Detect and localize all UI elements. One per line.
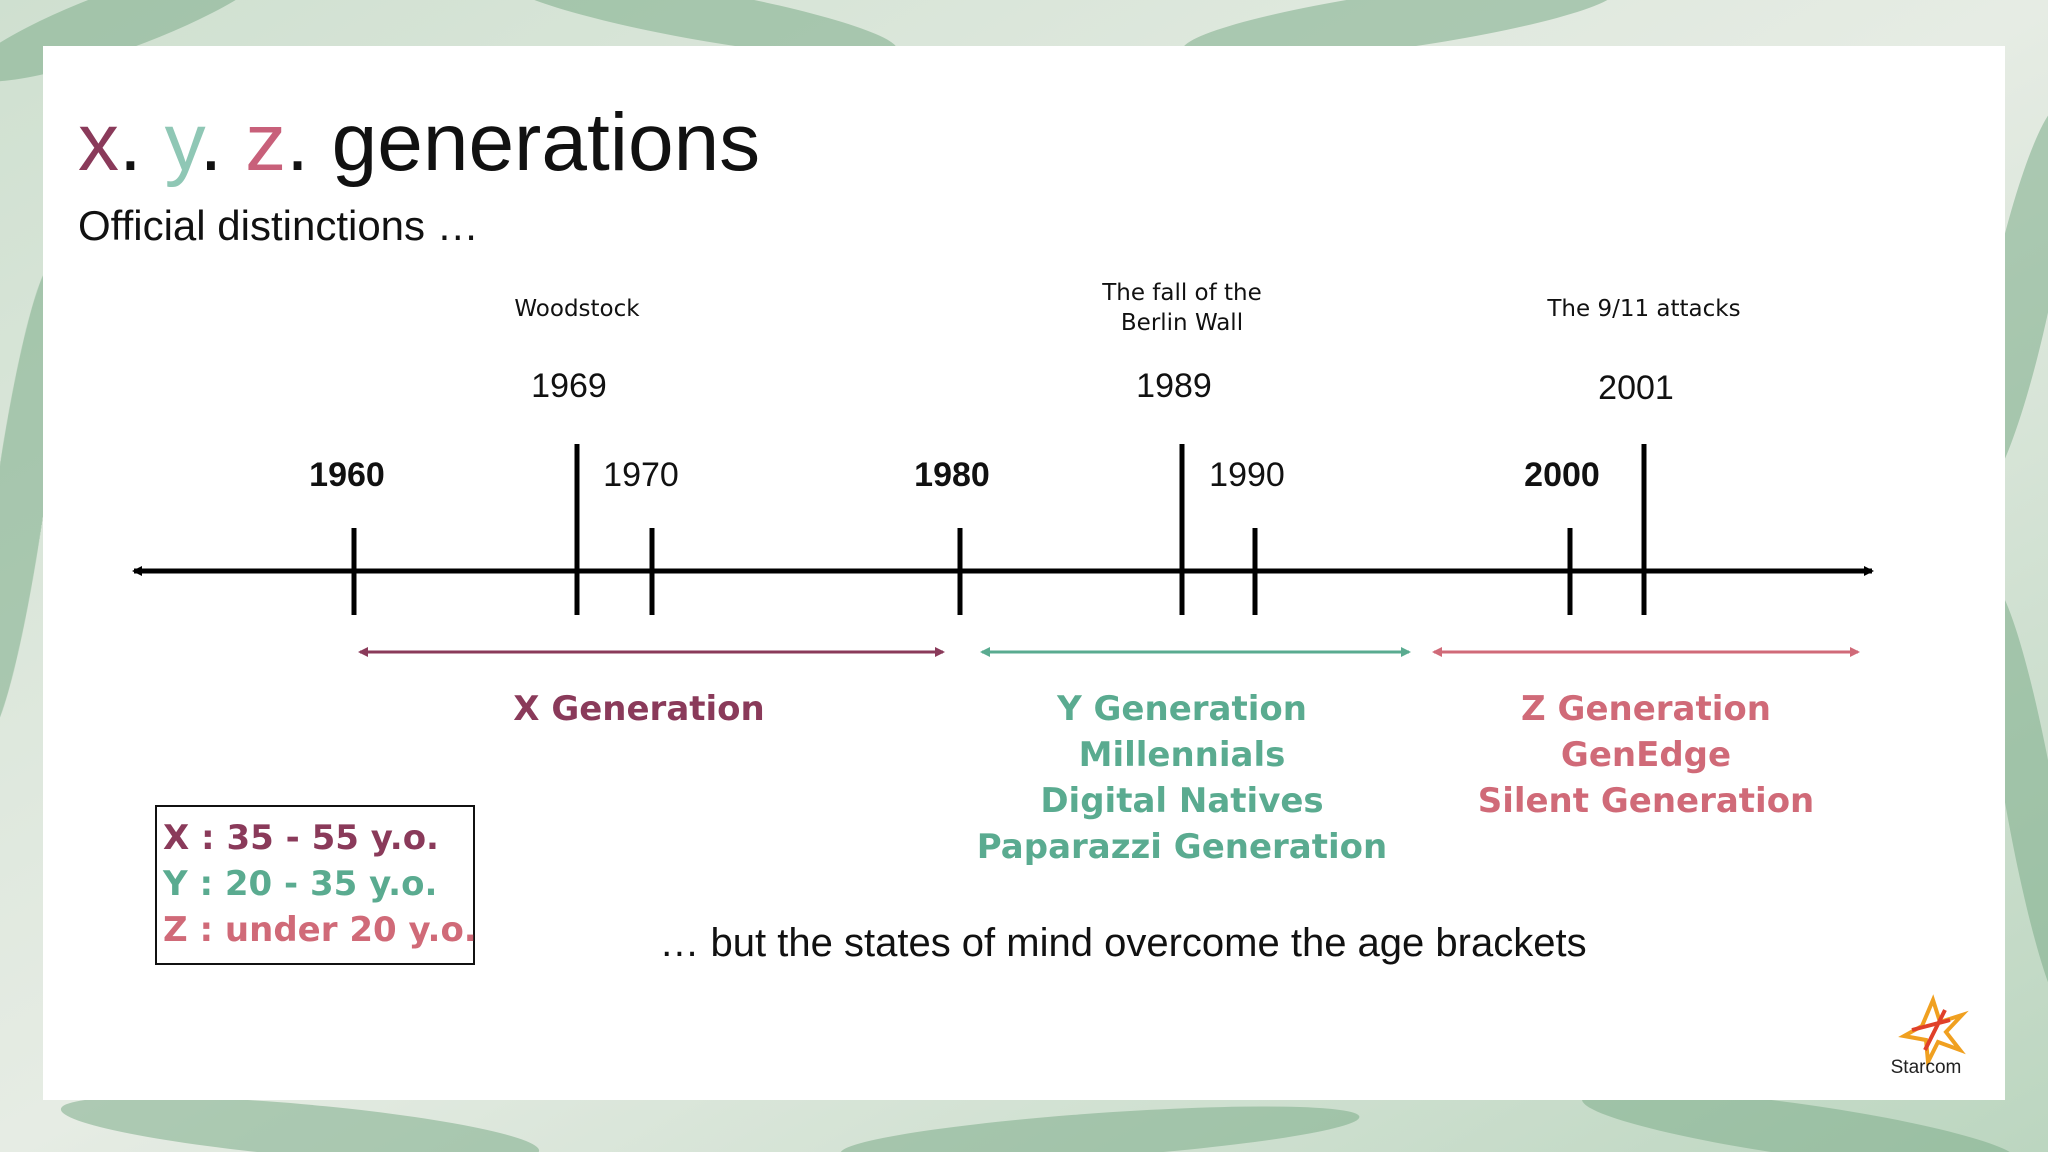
logo-star bbox=[1898, 994, 1969, 1070]
event-year: 1969 bbox=[531, 367, 607, 405]
title-y: y bbox=[165, 97, 206, 188]
generation-name: X Generation bbox=[513, 689, 764, 729]
event-label: The fall of the bbox=[1101, 280, 1262, 306]
subtitle: Official distinctions … bbox=[78, 202, 479, 249]
legend-box bbox=[155, 805, 475, 965]
logo-star-accent bbox=[1911, 1009, 1951, 1051]
decade-label: 1970 bbox=[603, 456, 679, 494]
legend-entry: X : 35 - 55 y.o. bbox=[163, 818, 439, 858]
title-dot: . bbox=[200, 97, 246, 188]
generation-name: Z Generation bbox=[1521, 689, 1771, 729]
event-label: Berlin Wall bbox=[1121, 310, 1243, 336]
event-label: Woodstock bbox=[514, 296, 640, 322]
title-x: x bbox=[78, 97, 119, 188]
logo-text: Starcom bbox=[1891, 1057, 1962, 1078]
generation-name: Millennials bbox=[1079, 735, 1286, 775]
generation-name: GenEdge bbox=[1561, 735, 1731, 775]
generation-name: Y Generation bbox=[1056, 689, 1307, 729]
decade-label: 1990 bbox=[1209, 456, 1285, 494]
title-z: z bbox=[245, 97, 286, 188]
title: x. y. z. generations bbox=[78, 97, 760, 188]
legend-entry: Y : 20 - 35 y.o. bbox=[162, 864, 437, 904]
decade-label: 2000 bbox=[1524, 456, 1600, 494]
footer-note: … but the states of mind overcome the ag… bbox=[659, 921, 1586, 965]
decade-label: 1980 bbox=[914, 456, 990, 494]
event-year: 1989 bbox=[1136, 367, 1212, 405]
decade-label: 1960 bbox=[309, 456, 385, 494]
legend-entry: Z : under 20 y.o. bbox=[163, 910, 477, 950]
timeline: 1960 1970 1980 1990 2000 1969 Woodstock 1989 The… bbox=[309, 280, 1860, 867]
generation-name: Paparazzi Generation bbox=[977, 827, 1387, 867]
event-year: 2001 bbox=[1598, 369, 1674, 407]
legend: X : 35 - 55 y.o. Y : 20 - 35 y.o. Z : unde… bbox=[162, 818, 477, 950]
event-label: The 9/11 attacks bbox=[1546, 296, 1740, 322]
logo: Starcom bbox=[1891, 994, 1969, 1078]
title-rest: . generations bbox=[286, 97, 760, 188]
title-dot: . bbox=[119, 97, 165, 188]
generation-name: Digital Natives bbox=[1040, 781, 1323, 821]
generation-name: Silent Generation bbox=[1478, 781, 1815, 821]
